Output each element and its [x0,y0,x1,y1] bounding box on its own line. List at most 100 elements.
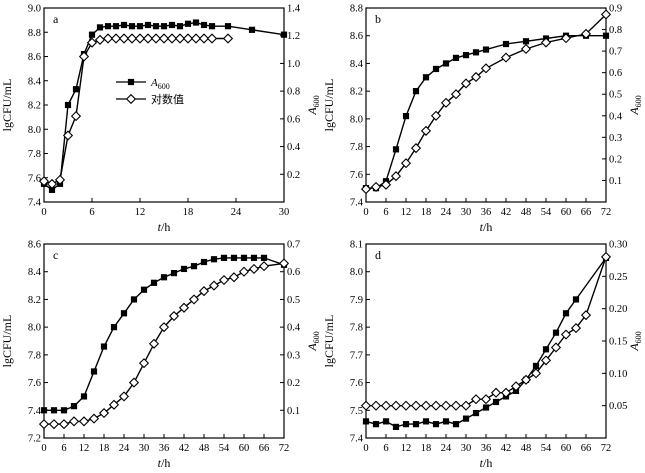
panel-label-b: b [375,12,381,26]
diamond-marker [222,33,234,44]
x-tick-label: 0 [41,443,46,454]
left-tick-label: 8.1 [350,240,363,251]
right-tick-label: 0.5 [287,295,300,306]
diamond-marker [560,329,572,340]
left-tick-label: 7.9 [350,295,363,306]
square-marker [72,86,80,93]
left-tick-label: 7.8 [28,149,41,160]
x-tick-label: 42 [501,207,512,218]
left-tick-label: 8.2 [28,101,41,112]
x-tick-label: 60 [239,443,250,454]
left-tick-label: 9.0 [28,4,41,15]
left-axis-title: lgCFU/mL [0,79,14,132]
series-diamond-a [38,33,234,190]
diamond-marker [390,400,402,411]
left-tick-label: 7.5 [350,406,363,417]
diamond-marker [490,387,502,398]
square-marker [128,23,136,30]
square-marker [482,46,490,53]
left-tick-label: 8.0 [350,267,363,278]
left-tick-label: 7.2 [28,434,41,445]
square-marker [472,409,480,417]
series-line [44,257,285,412]
x-tick-label: 0 [363,207,368,218]
square-marker [502,40,510,48]
chart-panel-a: 7.4 7.6 7.8 8.0 8.2 8.4 8.6 8.8 9.0 0.2 0.4 0.6 0.8 1… [0,0,322,236]
diamond-marker [70,111,82,122]
diamond-marker [420,400,432,411]
square-marker [48,186,56,193]
right-tick-label: 0.4 [287,323,301,334]
diamond-marker [380,400,392,411]
diamond-marker [102,33,114,44]
square-marker [224,23,232,30]
square-marker [136,23,144,30]
left-tick-label: 7.8 [350,142,363,153]
right-tick-label: 0.9 [609,4,622,15]
square-marker [492,398,500,406]
diamond-marker [190,33,202,44]
diamond-marker [110,33,122,44]
square-marker [422,418,430,425]
right-tick-label: 0.1 [609,176,622,187]
square-marker [402,421,410,428]
square-marker [362,418,370,425]
x-tick-label: 18 [99,443,110,454]
left-tick-label: 8.0 [28,323,41,334]
x-tick-label: 0 [363,443,368,454]
x-tick-label: 36 [481,443,492,454]
square-marker [210,256,218,263]
diamond-marker [148,338,160,349]
series-line [43,21,285,191]
diamond-marker [54,174,66,185]
diamond-marker [98,407,110,419]
chart-panel-b: 7.4 7.6 7.8 8.0 8.2 8.4 8.6 8.8 0.1 0.2 0.3 0.4 0.5 0… [322,0,645,236]
chart-panel-c: 7.2 7.4 7.6 7.8 8.0 8.2 8.4 8.6 0.1 0.2 0.3 0.4 0.5 0… [0,236,322,473]
right-axis-title: A600 [305,331,321,351]
diamond-marker [480,394,492,405]
square-marker [422,74,430,81]
x-tick-label: 66 [259,443,270,454]
x-tick-label: 6 [89,207,94,218]
square-marker [562,310,570,317]
series-line [43,37,228,185]
square-marker [192,19,200,26]
left-tick-label: 8.6 [28,52,41,63]
square-marker [392,423,400,431]
left-tick-label: 8.2 [28,295,41,306]
diamond-marker [520,374,532,385]
square-marker [168,21,176,29]
right-tick-label: 1.2 [287,31,300,42]
square-marker [144,21,152,29]
x-tick-label: 54 [541,443,552,454]
diamond-marker [126,33,138,44]
x-tick-label: 48 [521,443,532,454]
diamond-marker [62,130,74,141]
square-marker [572,296,580,303]
square-marker [120,21,128,29]
square-marker [200,258,208,266]
chart-panel-d: 7.4 7.5 7.6 7.7 7.8 7.9 8.0 8.1 0.05 0.10 0.15 0.20… [322,236,645,473]
left-axis-title: lgCFU/mL [322,315,336,368]
diamond-marker [600,251,612,263]
x-tick-label: 72 [279,443,290,454]
x-tick-label: 42 [501,443,512,454]
right-tick-label: 0.8 [609,25,622,36]
right-tick-label: 0.05 [609,401,627,412]
left-tick-label: 8.0 [350,114,363,125]
square-marker [70,403,78,410]
chart-svg-d: 7.4 7.5 7.6 7.7 7.8 7.9 8.0 8.1 0.05 0.10 0.15 0.20… [322,240,643,471]
right-tick-label: 0.15 [609,337,627,348]
diamond-marker [78,416,90,427]
diamond-marker [380,179,392,190]
square-marker [80,393,88,400]
diamond-marker [134,33,146,44]
series-diamond-c [38,258,290,430]
right-tick-label: 0.4 [609,111,623,122]
square-marker [60,407,68,414]
diamond-marker [158,33,170,44]
square-marker [240,254,248,261]
left-axis-title: lgCFU/mL [0,315,14,368]
x-tick-label: 0 [41,207,46,218]
